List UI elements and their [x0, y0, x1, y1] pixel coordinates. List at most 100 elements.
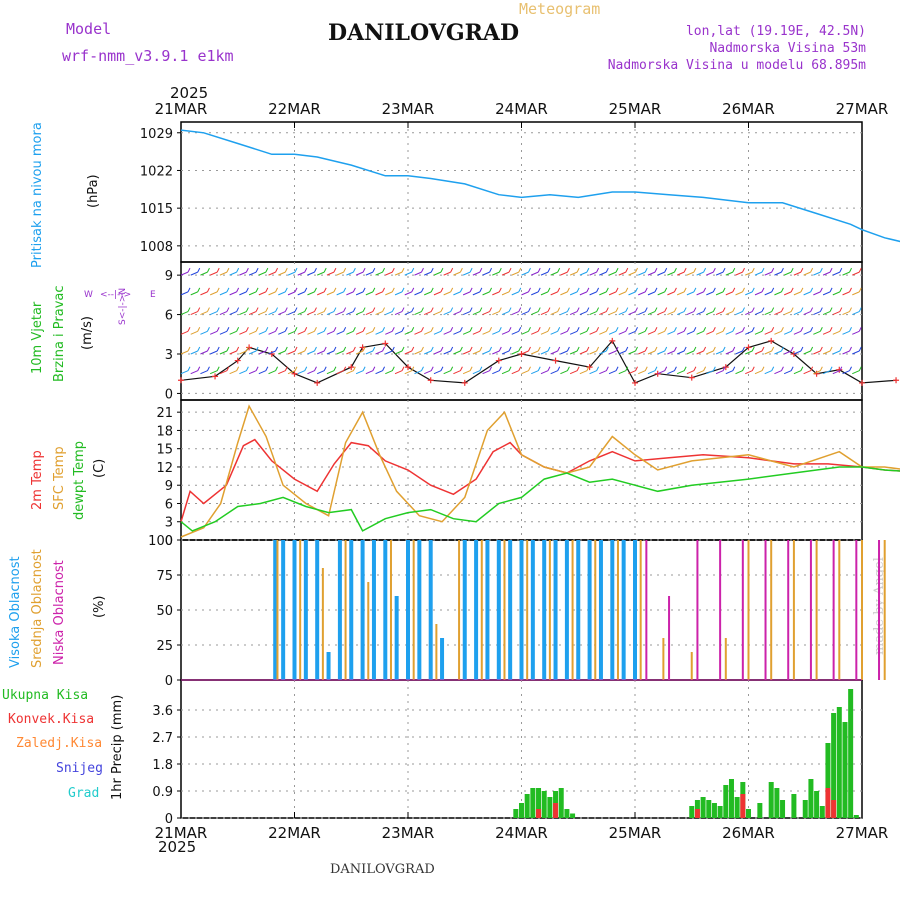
cloud-high-bar: [474, 540, 479, 680]
wind-barb: [560, 287, 570, 296]
wind-barb: [375, 267, 386, 276]
x-tick-label-bottom: 26MAR: [722, 824, 775, 842]
wind-barb: [754, 346, 765, 355]
wind-barb: [492, 346, 502, 355]
wind-barb: [813, 327, 823, 335]
wind-barb: [579, 327, 590, 335]
wind-speed-point: [291, 370, 298, 377]
wind-barb: [297, 307, 308, 316]
precip-total-bar: [774, 788, 780, 818]
wind-barb: [735, 327, 745, 335]
wind-barb: [326, 327, 337, 335]
wind-barb: [667, 307, 677, 316]
wind-barb: [842, 346, 852, 355]
wind-barb: [725, 307, 736, 316]
wind-barb: [219, 307, 230, 316]
wind-barb: [754, 307, 765, 316]
wind-barb: [462, 307, 473, 316]
precip-total-bar: [519, 803, 524, 818]
wind-barb: [180, 307, 191, 316]
wind-barb: [219, 287, 230, 296]
wind-barb: [608, 366, 619, 375]
wind-barb: [745, 267, 755, 276]
wind-barb: [832, 307, 843, 316]
precip-total-bar: [513, 809, 519, 818]
wind-barb: [365, 267, 376, 276]
wind-barb: [317, 366, 327, 375]
wind-barb: [647, 267, 658, 276]
wind-barb: [725, 346, 736, 355]
wind-ytick-label: 9: [165, 269, 173, 284]
wind-barb: [569, 346, 580, 355]
wind-barb: [472, 287, 483, 296]
wind-barb: [579, 307, 590, 316]
wind-barb: [229, 307, 240, 316]
wind-barb: [715, 366, 726, 375]
wind-barb: [385, 366, 395, 375]
cloud-low-bar: [809, 540, 812, 680]
wind-barb: [793, 287, 804, 296]
wind-barb: [754, 366, 765, 375]
wind-barb: [764, 287, 775, 296]
wind-barb: [209, 327, 220, 335]
wind-barb: [394, 346, 405, 355]
wind-barb: [229, 366, 240, 375]
x-tick-label-top: 21MAR: [155, 100, 208, 118]
x-tick-label-bottom: 25MAR: [609, 824, 662, 842]
wind-barb: [336, 346, 347, 355]
wind-barb: [754, 267, 765, 276]
precip-convective-bar: [831, 800, 837, 818]
wind-barb: [521, 267, 531, 276]
cloud-mid-bar: [548, 540, 551, 680]
temperature-ytick-label: 21: [156, 406, 173, 421]
pressure-ytick-label: 1008: [140, 240, 173, 255]
wind-barb: [764, 327, 775, 335]
wind-barb: [472, 327, 483, 335]
wind-barb: [336, 287, 347, 296]
wind-barb: [521, 287, 531, 296]
wind-barb: [190, 287, 201, 296]
clouds-ytick-label: 0: [165, 674, 173, 689]
cloud-high-bar: [576, 540, 581, 680]
wind-barb: [365, 327, 376, 335]
wind-barb: [745, 366, 755, 375]
wind-barb: [676, 366, 687, 375]
wind-barb: [472, 366, 483, 375]
wind-barb: [696, 346, 707, 355]
wind-barb: [657, 346, 668, 355]
wind-barb: [248, 287, 259, 296]
wind-barb: [317, 267, 327, 276]
cloud-mid-bar: [571, 540, 574, 680]
wind-barb: [822, 346, 833, 355]
wind-barb: [297, 346, 308, 355]
wind-barb: [258, 366, 269, 375]
cloud-low-bar: [741, 540, 744, 680]
cloud-high-bar: [496, 540, 501, 680]
wind-barb: [852, 287, 862, 296]
wind-barb: [540, 346, 551, 355]
precip-total-bar: [734, 797, 740, 818]
wind-barb: [209, 307, 220, 316]
wind-barb: [550, 307, 561, 316]
cloud-low-bar: [787, 540, 790, 680]
wind-barb: [715, 287, 726, 296]
precip-total-bar: [825, 743, 831, 818]
precip-total-bar: [802, 800, 808, 818]
wind-barb: [803, 307, 814, 316]
wind-barb: [472, 267, 483, 276]
cloud-mid-bar: [458, 540, 461, 680]
wind-barb: [258, 346, 269, 355]
cloud-high-bar: [519, 540, 524, 680]
wind-barb: [278, 287, 288, 296]
wind-barb: [355, 366, 366, 375]
x-tick-label-top: 23MAR: [382, 100, 435, 118]
cloud-high-bar: [621, 540, 626, 680]
wind-barb: [608, 327, 619, 335]
wind-barb: [647, 346, 658, 355]
wind-barb: [180, 327, 191, 335]
precipitation-ytick-label: 0: [165, 812, 173, 827]
wind-barb: [579, 366, 590, 375]
wind-barb: [725, 366, 736, 375]
wind-barb: [453, 307, 463, 316]
wind-barb: [696, 307, 707, 316]
